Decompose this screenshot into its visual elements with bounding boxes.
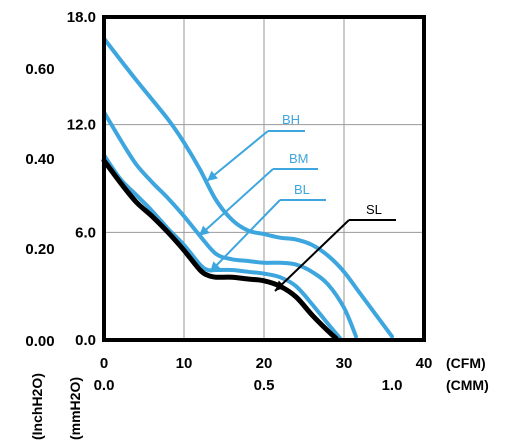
curves xyxy=(101,36,394,341)
callout-label-bm: BM xyxy=(289,151,309,166)
y-secondary-tick-label: 0.40 xyxy=(25,151,54,168)
callout-arrowhead-bm xyxy=(199,225,210,236)
y-unit-secondary: (InchH2O) xyxy=(29,373,45,440)
x-tick-label: 0 xyxy=(100,355,108,372)
series-line-bm xyxy=(102,110,358,339)
x-tick-label: 10 xyxy=(176,355,193,372)
y-tick-label: 18.0 xyxy=(67,9,96,26)
x-secondary-tick-label: 0.5 xyxy=(254,377,275,394)
tick-labels: 0 10 20 30 40 0.0 0.5 1.0 0.0 6.0 12.0 18.0 0.00 0.20… xyxy=(25,9,432,394)
x-unit-secondary: (CMM) xyxy=(446,377,489,393)
x-secondary-tick-label: 0.0 xyxy=(94,377,115,394)
x-unit-primary: (CFM) xyxy=(446,355,486,371)
plot-frame xyxy=(102,15,426,342)
callout-leader-bh xyxy=(206,130,269,182)
x-secondary-tick-label: 1.0 xyxy=(382,377,403,394)
callout-label-sl: SL xyxy=(366,202,382,217)
callouts: BH BM BL SL xyxy=(198,112,396,292)
x-tick-label: 40 xyxy=(416,355,433,372)
callout-arrowhead-bl xyxy=(210,261,221,272)
callout-arrowhead-sl xyxy=(275,280,286,291)
y-tick-label: 12.0 xyxy=(67,117,96,134)
series-line-sl xyxy=(101,158,339,341)
y-tick-label: 0.0 xyxy=(75,332,96,349)
x-tick-label: 20 xyxy=(256,355,273,372)
x-tick-label: 30 xyxy=(336,355,353,372)
y-secondary-tick-label: 0.00 xyxy=(25,333,54,350)
callout-leader-sl xyxy=(274,219,350,292)
callout-arrowhead-bh xyxy=(207,170,218,181)
y-secondary-tick-label: 0.60 xyxy=(25,61,54,78)
callout-label-bh: BH xyxy=(282,112,300,127)
callout-label-bl: BL xyxy=(294,182,310,197)
y-unit-primary: (mmH2O) xyxy=(67,377,83,440)
callout-leader-bl xyxy=(209,199,281,273)
grid-lines xyxy=(104,17,424,340)
y-secondary-tick-label: 0.20 xyxy=(25,241,54,258)
callout-leader-bm xyxy=(198,168,274,237)
y-tick-label: 6.0 xyxy=(75,224,96,241)
series-line-bh xyxy=(102,36,394,339)
series-line-bl xyxy=(102,153,342,341)
